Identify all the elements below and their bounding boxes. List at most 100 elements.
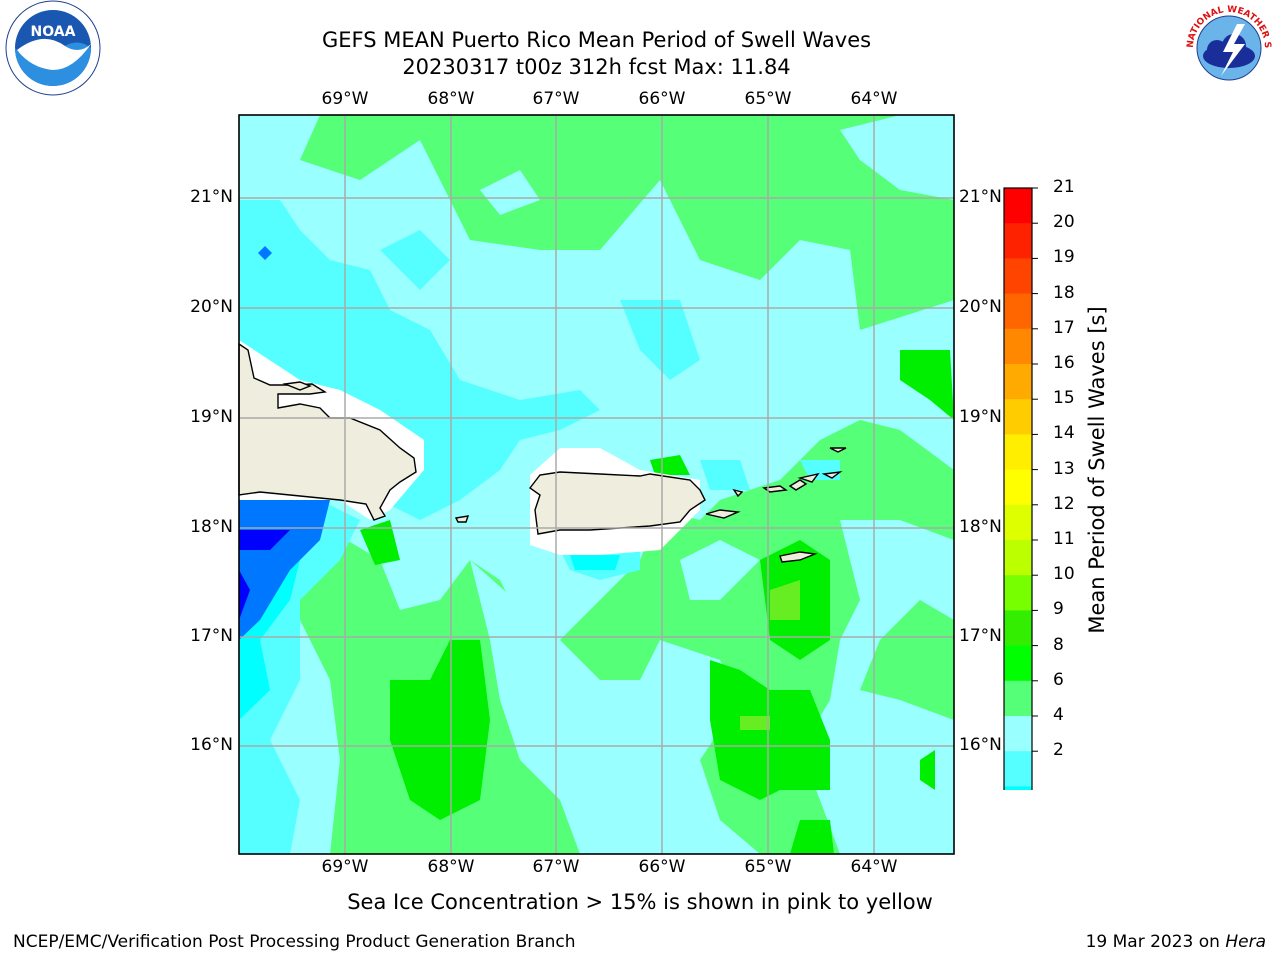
colorbar-tick-label: 2 [1053, 740, 1064, 761]
field-6-8-north-west [239, 200, 600, 520]
field-4-6-south [239, 640, 270, 720]
colorbar-tick-label: 8 [1053, 634, 1064, 655]
colorbar-segment [1004, 575, 1032, 611]
field-8-9-south-east [800, 520, 954, 854]
noaa-logo-text: NOAA [31, 24, 76, 40]
lat-label-left-20n: 20°N [190, 297, 233, 317]
colorbar-tick-label: 12 [1053, 493, 1075, 514]
lon-label-bottom-64w: 64°W [850, 857, 898, 877]
field-10-11-se-corner [790, 820, 834, 854]
colorbar-overlay [1003, 187, 1038, 790]
anegada [829, 447, 847, 453]
lon-label-bottom-67w: 67°W [532, 857, 580, 877]
lat-label-right-17n: 17°N [959, 626, 1002, 646]
lon-label-top-69w: 69°W [321, 89, 369, 109]
lon-label-top-67w: 67°W [532, 89, 580, 109]
chart-title: GEFS MEAN Puerto Rico Mean Period of Swe… [321, 28, 872, 52]
colorbar-segment [1004, 328, 1032, 365]
colorbar-segment [1004, 434, 1032, 471]
field-11-12-b [740, 716, 770, 730]
colorbar-segment [1004, 645, 1032, 682]
colorbar-segment [1004, 258, 1032, 295]
lat-label-right-20n: 20°N [959, 297, 1002, 317]
field-6-8-north-arm [380, 230, 450, 290]
footer-date-text: 19 Mar 2023 on [1085, 932, 1226, 952]
colorbar-tick-label: 11 [1053, 529, 1075, 549]
colorbar-tick-label: 17 [1053, 317, 1075, 338]
colorbar-segment [1004, 293, 1032, 330]
colorbar-tick-label: 10 [1053, 564, 1075, 585]
field-8-9-gap [480, 170, 540, 215]
chart-subtitle: 20230317 t00z 312h fcst Max: 11.84 [402, 55, 791, 79]
vieques [705, 509, 741, 519]
lat-label-right-16n: 16°N [959, 735, 1002, 755]
culebra [732, 488, 744, 498]
lat-label-left-16n: 16°N [190, 735, 233, 755]
lon-label-bottom-69w: 69°W [321, 857, 369, 877]
colorbar-segment [1004, 188, 1032, 224]
lon-label-top-66w: 66°W [638, 89, 686, 109]
lat-label-right-21n: 21°N [959, 187, 1002, 207]
colorbar-tick-label: 13 [1053, 458, 1075, 479]
footer-host: Hera [1225, 932, 1266, 952]
noaa-logo: NOAA [5, 0, 101, 96]
colorbar-tick-label: 18 [1053, 282, 1075, 303]
colorbar-title: Mean Period of Swell Waves [s] [1085, 306, 1109, 634]
virgin-gorda [821, 470, 843, 479]
lon-label-bottom-65w: 65°W [744, 857, 792, 877]
lon-label-top-68w: 68°W [427, 89, 475, 109]
hispaniola-gonave [282, 381, 312, 391]
hispaniola-land [238, 342, 417, 521]
colorbar-segment [1004, 540, 1032, 576]
colorbar-tick-label: 15 [1053, 388, 1075, 409]
lat-label-right-19n: 19°N [959, 407, 1002, 427]
colorbar-segment [1004, 223, 1032, 259]
lat-label-left-21n: 21°N [190, 187, 233, 207]
colorbar-tick-label: 4 [1053, 705, 1064, 725]
field-8-9-central-east [680, 540, 760, 600]
field-6-8-central [620, 300, 700, 380]
footer-caption: Sea Ice Concentration > 15% is shown in … [347, 890, 933, 914]
colorbar-tick-label: 14 [1053, 423, 1075, 444]
footer-date: 19 Mar 2023 on Hera [1086, 932, 1266, 952]
colorbar-segment [1004, 469, 1032, 506]
field-10-11-right-south [920, 750, 935, 790]
field-4-6-blob [258, 246, 272, 260]
footer-credit: NCEP/EMC/Verification Post Processing Pr… [13, 932, 576, 952]
colorbar-segment [1004, 751, 1032, 787]
field-8-9-top-right [840, 115, 954, 200]
field-below-2 [239, 530, 290, 550]
colorbar-segment [1004, 786, 1032, 790]
map-frame [238, 114, 955, 855]
field-8-9-south-mid [470, 560, 760, 854]
colorbar-tick-label: 19 [1053, 247, 1075, 268]
nws-logo: NATIONAL WEATHER SERVICE [1179, 0, 1275, 94]
field-10-11-west [360, 520, 400, 565]
gridlines [239, 115, 954, 854]
field-10-11-east-edge [900, 350, 954, 420]
colorbar-tick-label: 16 [1053, 353, 1075, 373]
field-6-8-east [700, 460, 750, 490]
st-john [788, 479, 808, 491]
lat-label-right-18n: 18°N [959, 517, 1002, 537]
colorbar-tick-label: 9 [1053, 599, 1064, 620]
colorbar-segment [1004, 610, 1032, 647]
colorbar-segment [1004, 364, 1032, 400]
field-below-2-b [239, 570, 250, 620]
colorbar-segment [1004, 716, 1032, 752]
colorbar-segment [1004, 504, 1032, 541]
lon-label-top-64w: 64°W [850, 89, 898, 109]
tortola [797, 472, 820, 483]
field-10-11-south-central [390, 640, 490, 820]
mona-island [454, 515, 470, 523]
lat-label-left-17n: 17°N [190, 626, 233, 646]
colorbar-segment [1004, 680, 1032, 717]
colorbar-segment [1004, 399, 1032, 435]
colorbar-tick-label: 20 [1053, 212, 1075, 233]
lat-label-left-18n: 18°N [190, 517, 233, 537]
colorbar-tick-label: 21 [1053, 177, 1075, 197]
lon-label-bottom-68w: 68°W [427, 857, 475, 877]
field-4-6-pr-south [570, 555, 620, 570]
lon-label-top-65w: 65°W [744, 89, 792, 109]
